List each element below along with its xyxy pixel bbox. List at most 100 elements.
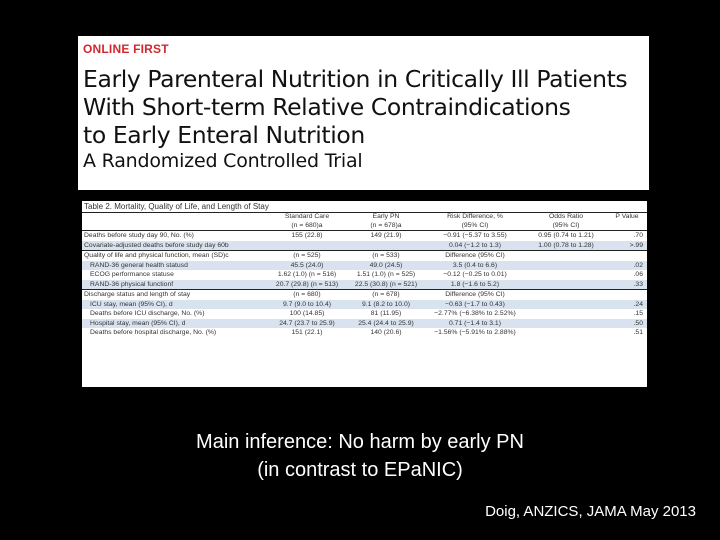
- table-cell: 140 (20.6): [370, 329, 402, 336]
- table-cell: (n = 678): [347, 289, 425, 300]
- table-cell: −0.12 (−0.25 to 0.01): [443, 271, 507, 278]
- table-cell: [525, 270, 607, 280]
- table-cell: .15: [633, 310, 643, 317]
- table-cell: 155 (22.8): [291, 232, 323, 239]
- table-cell: −0.63 (−1.7 to 0.43): [425, 299, 525, 309]
- title-line-1: Early Parenteral Nutrition in Critically…: [83, 65, 628, 93]
- results-table: Standard Care Early PN Risk Difference, …: [82, 213, 647, 338]
- table-cell: .02: [607, 260, 647, 270]
- column-subheader: [82, 221, 267, 231]
- row-label: ICU stay, mean (95% CI), d: [82, 299, 267, 309]
- table-cell: [267, 240, 347, 251]
- table-row: Quality of life and physical function, m…: [82, 250, 647, 261]
- column-header: Odds Ratio: [548, 213, 583, 220]
- table-cell: −1.56% (−5.91% to 2.88%): [434, 329, 516, 336]
- row-label: Hospital stay, mean (95% CI), d: [82, 318, 267, 328]
- table-cell: [525, 260, 607, 270]
- table-cell: .24: [607, 299, 647, 309]
- table-row: Deaths before study day 90, No. (%) 155 (…: [82, 231, 647, 241]
- row-label: Covariate-adjusted deaths before study d…: [82, 240, 267, 251]
- table-row: Discharge status and length of stay (n = …: [82, 289, 647, 300]
- row-label: RAND-36 general health statusd: [82, 260, 267, 270]
- table-cell: [607, 250, 647, 261]
- column-subheader: (95% CI): [425, 221, 525, 231]
- row-label: Discharge status and length of stay: [82, 289, 267, 300]
- table-cell: [525, 309, 607, 319]
- table-cell: 49.0 (24.5): [347, 260, 425, 270]
- table-cell: 0.04 (−1.2 to 1.3): [425, 240, 525, 251]
- row-label: Deaths before study day 90, No. (%): [84, 232, 194, 239]
- table-caption: Table 2. Mortality, Quality of Life, and…: [82, 201, 647, 213]
- table-cell: [525, 299, 607, 309]
- main-inference-text: Main inference: No harm by early PN (in …: [0, 428, 720, 484]
- table-header-row-1: Standard Care Early PN Risk Difference, …: [82, 213, 647, 222]
- table-cell: −2.77% (−6.38% to 2.52%): [434, 310, 516, 317]
- table-cell: Difference (95% CI): [425, 289, 525, 300]
- table-cell: 24.7 (23.7 to 25.9): [267, 318, 347, 328]
- column-header: Risk Difference, %: [447, 213, 503, 220]
- column-subheader: (n = 680)a: [267, 221, 347, 231]
- row-label: Deaths before hospital discharge, No. (%…: [90, 329, 217, 336]
- table-cell: 100 (14.85): [289, 310, 325, 317]
- table-cell: 3.5 (0.4 to 6.6): [425, 260, 525, 270]
- article-title: Early Parenteral Nutrition in Critically…: [83, 65, 649, 149]
- table-cell: >.99: [607, 240, 647, 251]
- row-label: Quality of life and physical function, m…: [82, 250, 267, 261]
- table-cell: (n = 533): [347, 250, 425, 261]
- table-cell: .50: [607, 318, 647, 328]
- online-first-label: ONLINE FIRST: [83, 42, 169, 56]
- table-cell: 9.1 (8.2 to 10.0): [347, 299, 425, 309]
- table-cell: 9.7 (9.0 to 10.4): [267, 299, 347, 309]
- main-inference-line-2: (in contrast to EPaNIC): [257, 459, 463, 481]
- article-subtitle: A Randomized Controlled Trial: [83, 150, 363, 172]
- citation: Doig, ANZICS, JAMA May 2013: [485, 503, 696, 520]
- table-cell: [525, 328, 607, 338]
- table-cell: [525, 279, 607, 290]
- table-cell: [607, 289, 647, 300]
- table-cell: 1.62 (1.0) (n = 516): [277, 271, 337, 278]
- table-cell: 0.95 (0.74 to 1.21): [538, 232, 594, 239]
- title-line-3: to Early Enteral Nutrition: [83, 121, 365, 149]
- table-cell: −0.91 (−5.37 to 3.55): [443, 232, 507, 239]
- table-header-row-2: (n = 680)a (n = 678)a (95% CI) (95% CI): [82, 221, 647, 231]
- table-cell: 0.71 (−1.4 to 3.1): [425, 318, 525, 328]
- table-row: Covariate-adjusted deaths before study d…: [82, 240, 647, 251]
- table-row: Deaths before hospital discharge, No. (%…: [82, 328, 647, 338]
- table-cell: 1.8 (−1.6 to 5.2): [425, 279, 525, 290]
- table-cell: .70: [633, 232, 643, 239]
- main-inference-line-1: Main inference: No harm by early PN: [196, 431, 524, 453]
- table-cell: 81 (11.95): [370, 310, 402, 317]
- table-cell: [525, 289, 607, 300]
- table-row: RAND-36 general health statusd 45.5 (24.0…: [82, 260, 647, 270]
- table-cell: 45.5 (24.0): [267, 260, 347, 270]
- column-header: [82, 213, 267, 222]
- table-body: Deaths before study day 90, No. (%) 155 (…: [82, 231, 647, 338]
- table-cell: Difference (95% CI): [425, 250, 525, 261]
- table-row: Hospital stay, mean (95% CI), d 24.7 (23.…: [82, 318, 647, 328]
- table-row: ICU stay, mean (95% CI), d 9.7 (9.0 to 10…: [82, 299, 647, 309]
- row-label: ECOG performance statuse: [90, 271, 174, 278]
- table-cell: 1.51 (1.0) (n = 525): [356, 271, 416, 278]
- article-header: ONLINE FIRST Early Parenteral Nutrition …: [78, 36, 649, 190]
- table-row: Deaths before ICU discharge, No. (%) 100 …: [82, 309, 647, 319]
- table-cell: .51: [633, 329, 643, 336]
- column-header: P Value: [615, 213, 639, 220]
- column-subheader: (n = 678)a: [347, 221, 425, 231]
- row-label: RAND-36 physical functionf: [82, 279, 267, 290]
- table-cell: [525, 318, 607, 328]
- table-cell: [347, 240, 425, 251]
- table-cell: 1.00 (0.78 to 1.28): [525, 240, 607, 251]
- table-cell: 149 (21.9): [370, 232, 402, 239]
- table-cell: 151 (22.1): [291, 329, 323, 336]
- column-header: Standard Care: [284, 213, 330, 220]
- row-label: Deaths before ICU discharge, No. (%): [90, 310, 205, 317]
- column-subheader: [607, 221, 647, 231]
- table-cell: (n = 680): [267, 289, 347, 300]
- table-cell: 25.4 (24.4 to 25.9): [347, 318, 425, 328]
- table-cell: (n = 525): [267, 250, 347, 261]
- table-cell: 20.7 (29.8) (n = 513): [267, 279, 347, 290]
- title-line-2: With Short-term Relative Contraindicatio…: [83, 93, 571, 121]
- results-table-image: Table 2. Mortality, Quality of Life, and…: [82, 201, 647, 387]
- table-cell: 22.5 (30.8) (n = 521): [347, 279, 425, 290]
- table-cell: [525, 250, 607, 261]
